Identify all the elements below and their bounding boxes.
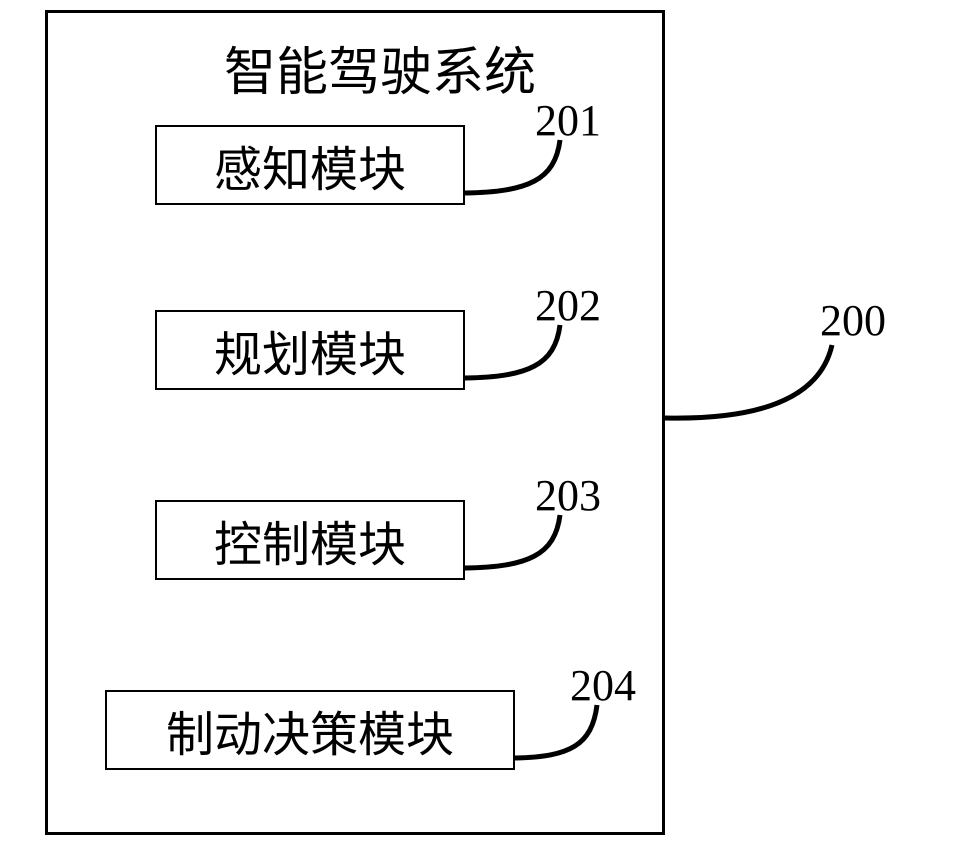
module-callout-3 — [0, 0, 955, 856]
